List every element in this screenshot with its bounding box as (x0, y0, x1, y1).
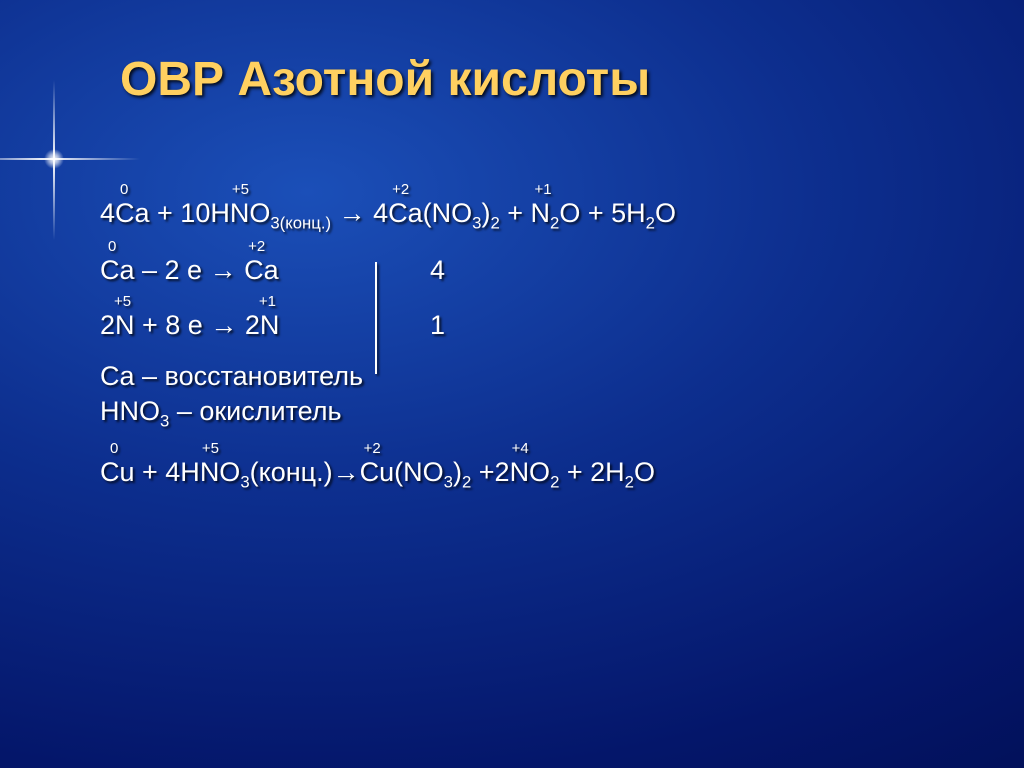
equation-1: 04Ca + 10H+5NO3(конц.) → 4+2Ca(NO3)2 + +… (100, 200, 676, 227)
reducer-label: Ca – восстановитель (100, 363, 676, 390)
oxidizer-label: HNO3 – окислитель (100, 398, 676, 425)
slide-background: ОВР Азотной кислоты 04Ca + 10H+5NO3(конц… (0, 0, 1024, 768)
coefficient-2: 1 (430, 312, 445, 339)
lens-flare-core (44, 149, 64, 169)
coefficient-1: 4 (430, 257, 445, 284)
half-reaction-1: 0Ca – 2 e → +2Ca 4 (100, 257, 676, 284)
half-reaction-2: +52N + 8 e → +12N 1 (100, 312, 676, 339)
slide-title: ОВР Азотной кислоты (120, 52, 650, 107)
balance-divider (375, 262, 377, 374)
equation-2: 0Cu + 4H+5NO3(конц.)→+2Cu(NO3)2 +2+4NO2 … (100, 459, 676, 486)
lens-flare-horizontal (0, 158, 140, 160)
slide-content: 04Ca + 10H+5NO3(конц.) → 4+2Ca(NO3)2 + +… (100, 200, 676, 498)
